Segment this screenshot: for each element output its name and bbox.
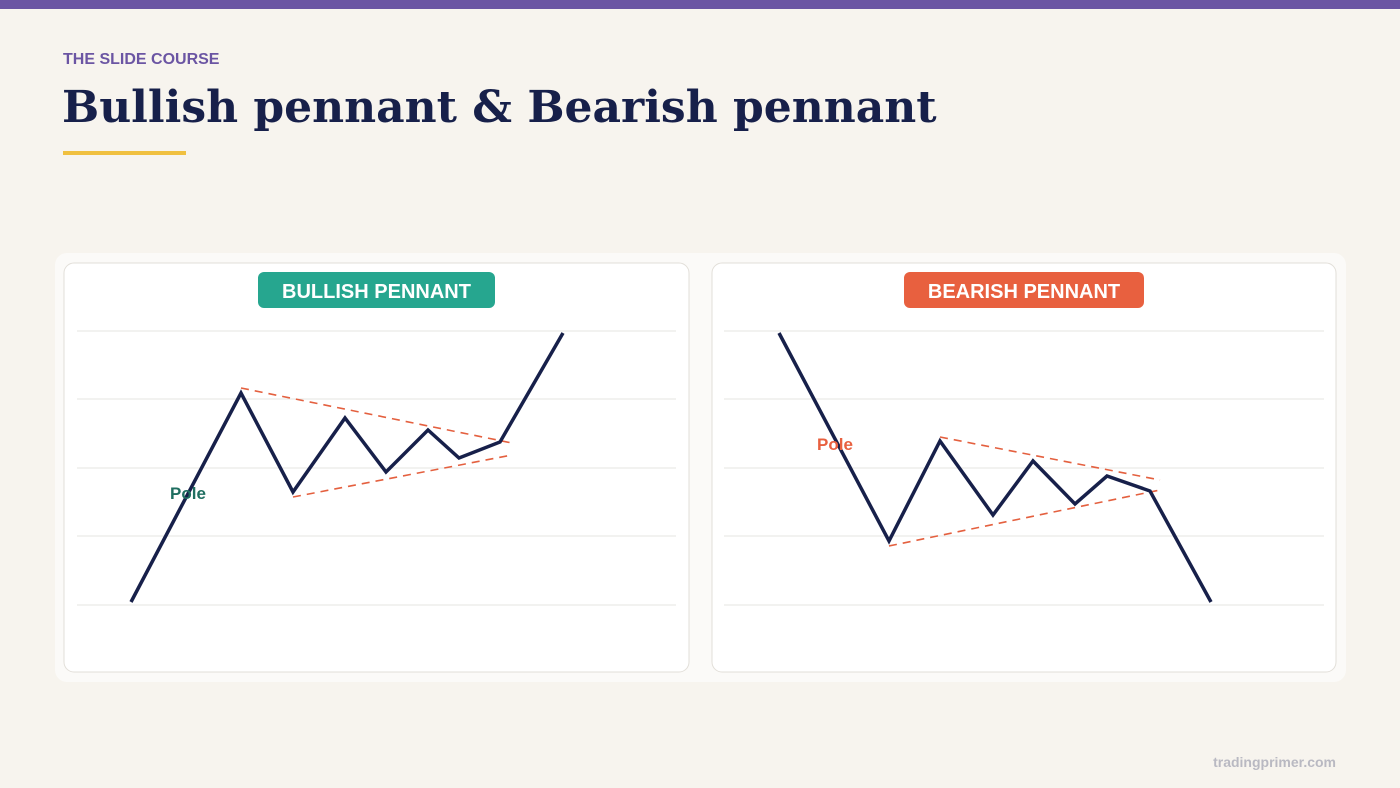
- trendline: [240, 387, 513, 444]
- price-line: [777, 332, 1213, 603]
- trendline: [888, 489, 1161, 547]
- trendline: [939, 436, 1161, 481]
- title-underline: [63, 151, 186, 155]
- bullish-panel: BULLISH PENNANT Pole: [63, 262, 690, 673]
- kicker: THE SLIDE COURSE: [63, 51, 220, 68]
- grid: [724, 330, 1324, 606]
- badge-label: BEARISH PENNANT: [928, 281, 1120, 303]
- pole-label: Pole: [170, 484, 206, 503]
- badge: [258, 272, 495, 308]
- badge: [904, 272, 1144, 308]
- bearish-panel: BEARISH PENNANT Pole: [711, 262, 1337, 673]
- badge-label: BULLISH PENNANT: [282, 281, 471, 303]
- grid: [77, 330, 676, 606]
- price-line: [129, 332, 565, 603]
- title: Bullish pennant & Bearish pennant: [62, 82, 937, 133]
- footer: tradingprimer.com: [1213, 754, 1336, 770]
- pole-label: Pole: [817, 435, 853, 454]
- trendline: [292, 454, 513, 498]
- top-bar: [0, 0, 1400, 9]
